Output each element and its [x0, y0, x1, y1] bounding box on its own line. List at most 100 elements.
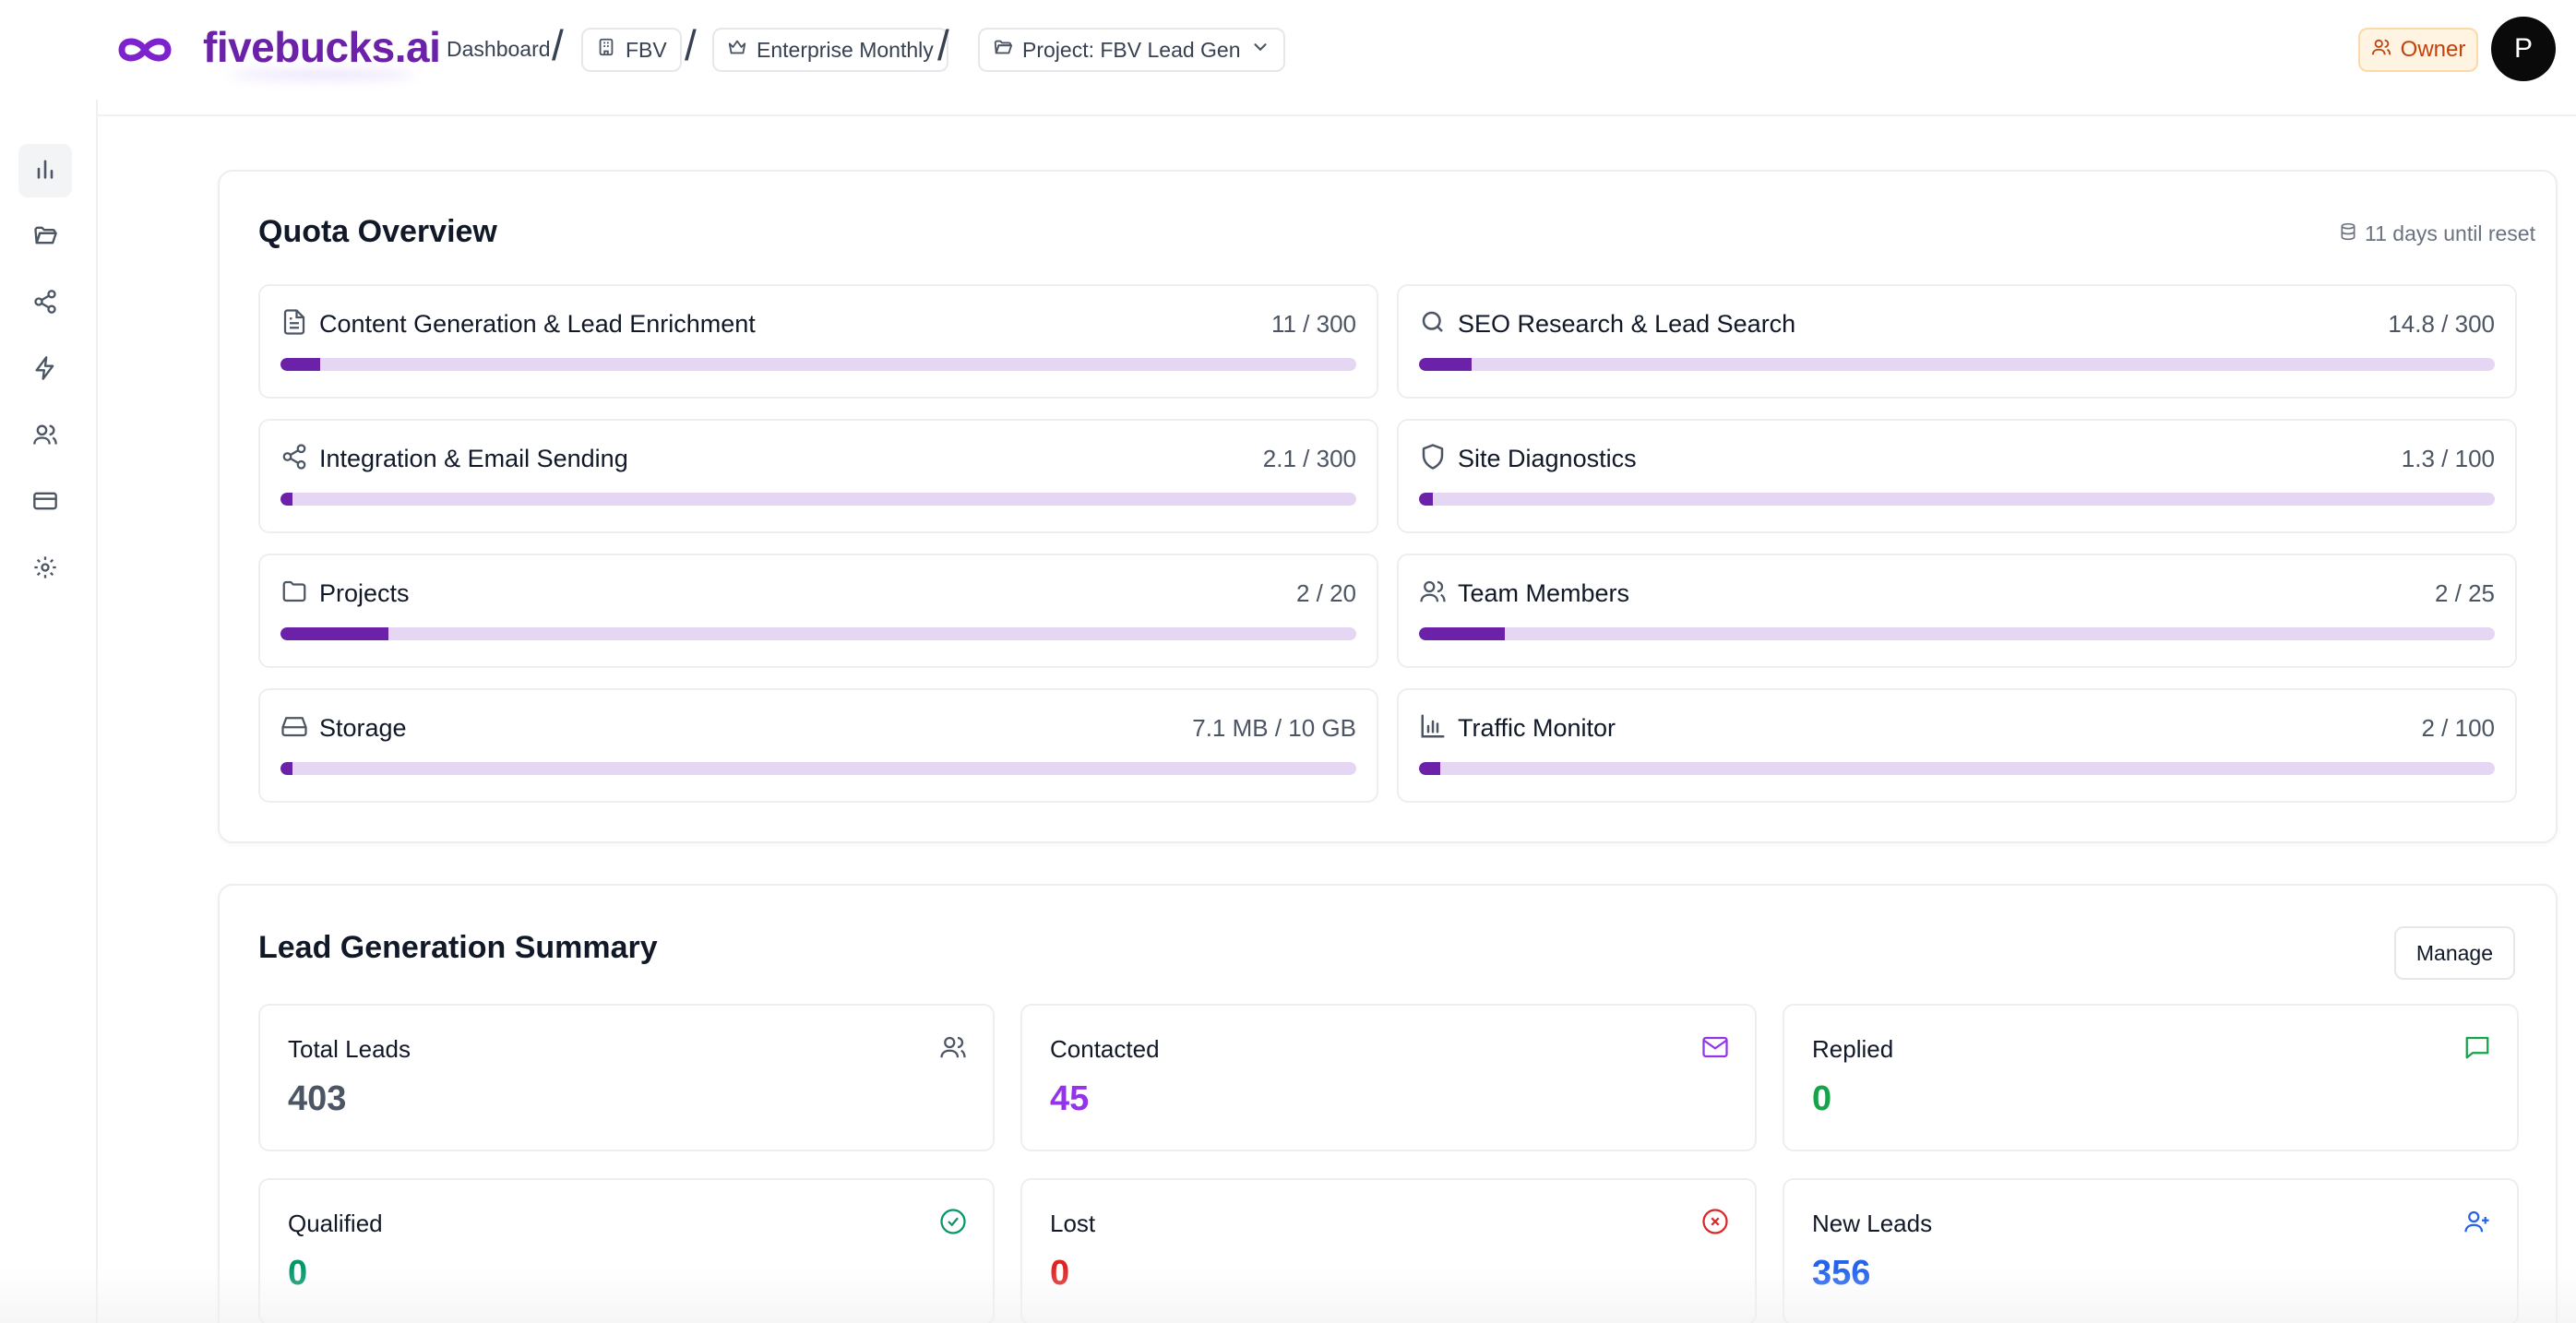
quota-label: Content Generation & Lead Enrichment — [319, 310, 756, 338]
search-icon — [1419, 308, 1447, 336]
hard-drive-icon — [280, 712, 308, 740]
sidebar-item-automations[interactable] — [18, 343, 72, 397]
sidebar-item-billing[interactable] — [18, 476, 72, 530]
progress-fill — [280, 493, 292, 506]
folder-open-icon — [993, 37, 1013, 63]
progress-fill — [1419, 762, 1441, 775]
x-circle-icon — [1701, 1208, 1729, 1235]
quota-item-integration-email: Integration & Email Sending 2.1 / 300 — [258, 419, 1378, 533]
quota-label: SEO Research & Lead Search — [1458, 310, 1796, 338]
quota-item-site-diagnostics: Site Diagnostics 1.3 / 100 — [1397, 419, 2517, 533]
stat-label: Lost — [1050, 1210, 1096, 1237]
folder-icon — [280, 578, 308, 605]
progress-fill — [1419, 493, 1434, 506]
check-circle-icon — [939, 1208, 967, 1235]
stat-total-leads: Total Leads 403 — [258, 1004, 995, 1151]
progress-fill — [280, 762, 292, 775]
reset-text: 11 days until reset — [2365, 221, 2535, 245]
progress-track — [1419, 493, 2495, 506]
breadcrumb-dashboard[interactable]: Dashboard — [447, 37, 551, 61]
brand-name[interactable]: fivebucks.ai — [203, 23, 441, 71]
stat-label: Contacted — [1050, 1035, 1160, 1063]
progress-track — [1419, 762, 2495, 775]
database-icon — [2339, 221, 2357, 246]
quota-value: 2 / 25 — [2434, 579, 2495, 607]
lead-summary-title: Lead Generation Summary — [258, 930, 658, 965]
bar-chart-icon — [32, 156, 58, 186]
org-chip[interactable]: FBV — [581, 28, 682, 72]
sidebar-item-settings[interactable] — [18, 542, 72, 596]
progress-track — [280, 358, 1356, 371]
top-header: fivebucks.ai Dashboard / FBV / Enterpris… — [0, 0, 2576, 100]
stat-qualified: Qualified 0 — [258, 1178, 995, 1323]
progress-fill — [280, 627, 388, 640]
quota-item-seo-research: SEO Research & Lead Search 14.8 / 300 — [1397, 284, 2517, 399]
share-icon — [32, 289, 58, 319]
lightning-icon — [32, 355, 58, 386]
brand-glow — [231, 70, 415, 79]
sidebar-item-integrations[interactable] — [18, 277, 72, 330]
quota-item-projects: Projects 2 / 20 — [258, 554, 1378, 668]
quota-value: 7.1 MB / 10 GB — [1192, 714, 1356, 742]
progress-fill — [1419, 358, 1473, 371]
progress-fill — [1419, 627, 1506, 640]
user-plus-icon — [2463, 1208, 2491, 1235]
mail-icon — [1701, 1033, 1729, 1061]
sidebar — [0, 100, 98, 1323]
org-chip-label: FBV — [626, 37, 667, 62]
infinity-logo-icon[interactable] — [114, 30, 175, 70]
quota-overview-title: Quota Overview — [258, 214, 497, 249]
stat-new-leads: New Leads 356 — [1783, 1178, 2519, 1323]
progress-track — [1419, 358, 2495, 371]
reset-info: 11 days until reset — [2339, 221, 2535, 246]
crown-icon — [727, 37, 747, 63]
stat-value: 356 — [1812, 1254, 1871, 1293]
manage-button[interactable]: Manage — [2393, 926, 2515, 980]
progress-track — [280, 627, 1356, 640]
sidebar-item-team[interactable] — [18, 410, 72, 463]
quota-label: Traffic Monitor — [1458, 714, 1616, 742]
breadcrumb-separator: / — [685, 21, 697, 69]
project-selector-label: Project: FBV Lead Gen — [1022, 37, 1241, 62]
building-icon — [596, 37, 616, 63]
quota-label: Team Members — [1458, 579, 1630, 607]
quota-item-storage: Storage 7.1 MB / 10 GB — [258, 688, 1378, 803]
shield-icon — [1419, 443, 1447, 471]
gear-icon — [32, 554, 58, 585]
stat-value: 0 — [1050, 1254, 1070, 1293]
users-icon — [32, 422, 58, 452]
quota-value: 2.1 / 300 — [1262, 445, 1356, 472]
quota-item-traffic-monitor: Traffic Monitor 2 / 100 — [1397, 688, 2517, 803]
quota-value: 2 / 20 — [1295, 579, 1356, 607]
document-icon — [280, 308, 308, 336]
project-selector[interactable]: Project: FBV Lead Gen — [978, 28, 1285, 72]
progress-track — [280, 762, 1356, 775]
users-icon — [939, 1033, 967, 1061]
quota-value: 14.8 / 300 — [2388, 310, 2495, 338]
quota-value: 1.3 / 100 — [2401, 445, 2495, 472]
quota-label: Integration & Email Sending — [319, 445, 628, 472]
sidebar-item-projects[interactable] — [18, 210, 72, 264]
role-badge-label: Owner — [2400, 37, 2466, 62]
sidebar-item-dashboard[interactable] — [18, 144, 72, 197]
quota-item-content-generation: Content Generation & Lead Enrichment 11 … — [258, 284, 1378, 399]
breadcrumb-separator: / — [937, 21, 949, 69]
progress-track — [280, 493, 1356, 506]
stat-value: 0 — [1812, 1079, 1832, 1118]
plan-chip[interactable]: Enterprise Monthly — [712, 28, 948, 72]
stat-value: 0 — [288, 1254, 308, 1293]
plan-chip-label: Enterprise Monthly — [757, 37, 934, 62]
stat-label: Total Leads — [288, 1035, 411, 1063]
stat-label: Qualified — [288, 1210, 383, 1237]
stat-value: 45 — [1050, 1079, 1090, 1118]
quota-item-team-members: Team Members 2 / 25 — [1397, 554, 2517, 668]
progress-track — [1419, 627, 2495, 640]
users-icon — [1419, 578, 1447, 605]
quota-label: Projects — [319, 579, 410, 607]
stat-lost: Lost 0 — [1020, 1178, 1757, 1323]
breadcrumb-separator: / — [552, 21, 564, 69]
stat-contacted: Contacted 45 — [1020, 1004, 1757, 1151]
credit-card-icon — [32, 488, 58, 518]
quota-label: Storage — [319, 714, 407, 742]
user-avatar[interactable]: P — [2491, 17, 2556, 81]
